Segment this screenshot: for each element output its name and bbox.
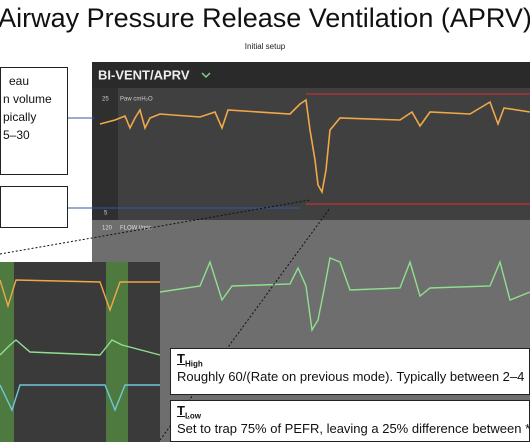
pressure-trace <box>99 98 530 195</box>
pressure-top: 25 <box>102 97 109 103</box>
screen-header <box>92 62 530 88</box>
pressure-bottom: 5 <box>104 211 108 217</box>
mode-label: BI-VENT/APRV <box>98 67 190 82</box>
symbol: T <box>177 403 185 418</box>
title: Airway Pressure Release Ventilation (APR… <box>0 3 530 33</box>
inset-band <box>0 262 14 442</box>
pressure-label: Paw cmH₂O <box>120 97 153 103</box>
zoom-line <box>0 199 311 255</box>
subscript: Low <box>184 411 201 421</box>
flow-label: FLOW l/min <box>120 226 152 232</box>
pressure-plot <box>118 88 530 220</box>
symbol: T <box>177 351 185 366</box>
note-line: pically <box>3 110 37 124</box>
subtitle: Initial setup <box>245 42 286 51</box>
dropdown-icon <box>201 72 211 79</box>
inset <box>0 262 160 442</box>
inset-volume <box>0 384 160 412</box>
note-text: Roughly 60/(Rate on previous mode). Typi… <box>177 368 525 384</box>
left-note-2 <box>0 186 68 228</box>
inset-flow <box>0 339 161 356</box>
inset-pressure <box>0 279 160 313</box>
subscript: High <box>184 359 203 369</box>
note-line: eau <box>9 74 30 88</box>
tlow-note: TLow Set to trap 75% of PEFR, leaving a … <box>170 400 530 442</box>
flow-trace <box>159 257 530 333</box>
note-line: 5–30 <box>3 128 30 142</box>
note-line: n volume <box>3 92 52 106</box>
note-text: Set to trap 75% of PEFR, leaving a 25% d… <box>177 420 530 436</box>
flow-top: 120 <box>102 226 113 232</box>
left-note: eau n volume pically 5–30 <box>0 67 68 175</box>
thigh-note: THigh Roughly 60/(Rate on previous mode)… <box>170 348 530 395</box>
